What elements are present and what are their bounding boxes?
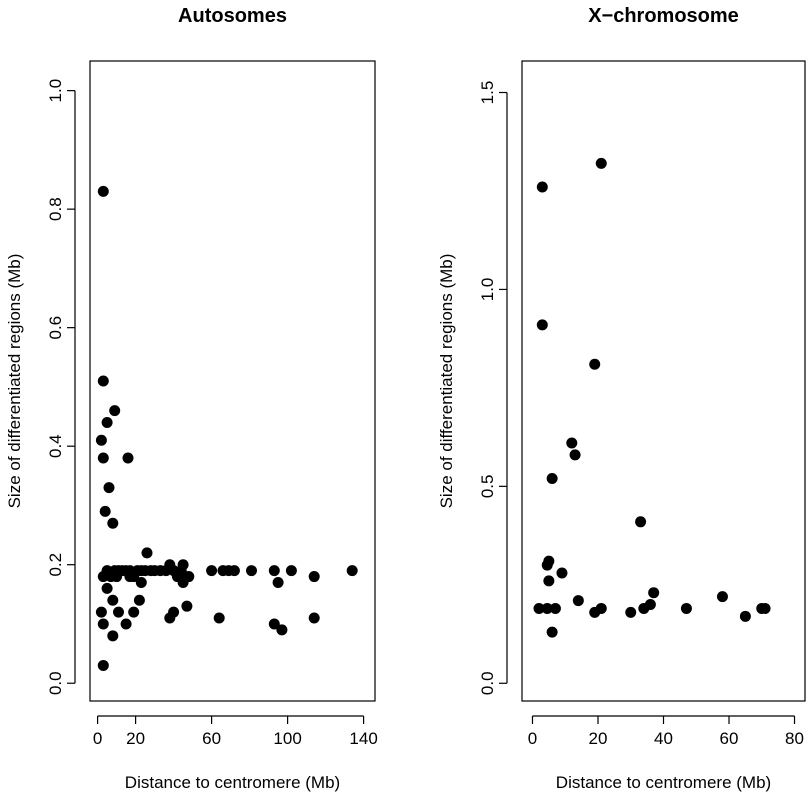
x-chromosome-data-point	[556, 567, 568, 579]
x-chromosome-x-tick-label: 60	[720, 729, 739, 748]
autosomes-y-tick-label: 1.0	[46, 79, 65, 103]
autosomes-data-point	[168, 606, 180, 618]
autosomes-data-point	[107, 630, 119, 642]
x-chromosome-y-tick-label: 1.5	[478, 81, 497, 105]
autosomes-data-point	[206, 565, 218, 577]
autosomes-data-point	[122, 452, 134, 464]
x-chromosome-data-point	[541, 559, 553, 571]
autosomes-data-point	[246, 565, 257, 577]
x-chromosome-x-tick-label: 0	[528, 729, 537, 748]
x-chromosome-data-point	[533, 602, 545, 614]
autosomes-data-point	[276, 624, 288, 636]
x-chromosome-data-point	[716, 591, 728, 603]
autosomes-data-point	[97, 452, 109, 464]
autosomes-data-point	[124, 571, 136, 583]
x-chromosome-data-point	[648, 587, 660, 599]
autosomes-data-point	[103, 482, 115, 494]
autosomes-y-tick-label: 0.4	[46, 434, 65, 458]
x-chromosome-data-point	[638, 602, 650, 614]
autosomes-panel: Autosomes 0 20 60 100 140 Distance to centrome…	[5, 5, 378, 792]
x-chromosome-data-point	[589, 358, 601, 370]
autosomes-y-tick-label: 0.2	[46, 553, 65, 577]
autosomes-data-point	[97, 659, 109, 671]
x-chromosome-title: X−chromosome	[588, 5, 739, 27]
autosomes-y-axis-label: Size of differentiated regions (Mb)	[5, 254, 24, 509]
autosomes-y-tick-label: 0.8	[46, 197, 65, 221]
autosomes-data-point	[113, 606, 124, 618]
x-chromosome-data-point	[536, 181, 548, 193]
autosomes-data-point	[97, 571, 109, 583]
autosomes-data-point	[268, 565, 280, 577]
x-chromosome-data-point	[739, 610, 751, 622]
autosomes-data-point	[285, 565, 297, 577]
autosomes-data-point	[181, 600, 193, 612]
autosomes-x-tick-label: 100	[273, 729, 301, 748]
x-chromosome-data-point	[546, 472, 558, 484]
autosomes-x-tick-label: 0	[93, 729, 102, 748]
autosomes-data-point	[95, 606, 107, 618]
autosomes-plot-frame	[89, 60, 376, 702]
x-chromosome-data-point	[546, 626, 558, 638]
x-chromosome-data-point	[566, 437, 578, 449]
autosomes-data-point	[107, 594, 119, 606]
x-chromosome-data-point	[680, 602, 692, 614]
x-chromosome-data-point	[625, 606, 637, 618]
autosomes-data-point	[141, 547, 153, 559]
x-chromosome-y-tick-label: 0.0	[478, 671, 497, 695]
autosomes-data-point	[177, 576, 189, 588]
x-chromosome-data-point	[549, 602, 561, 614]
autosomes-data-point	[120, 618, 132, 630]
x-chromosome-data-point	[569, 449, 581, 461]
autosomes-x-tick-label: 20	[126, 729, 145, 748]
x-chromosome-y-tick-label: 1.0	[478, 278, 497, 302]
autosomes-data-point	[135, 576, 147, 588]
autosomes-data-point	[268, 618, 280, 630]
autosomes-data-point	[99, 505, 111, 517]
autosomes-data-point	[308, 612, 320, 624]
x-chromosome-x-tick-label: 20	[589, 729, 608, 748]
autosomes-data-point	[308, 571, 320, 583]
autosomes-data-point	[128, 606, 140, 618]
autosomes-data-point	[213, 612, 225, 624]
autosomes-y-tick-label: 0.0	[46, 671, 65, 695]
autosomes-data-point	[101, 416, 113, 428]
x-chromosome-data-point	[595, 157, 607, 169]
autosomes-data-point	[101, 582, 113, 594]
autosomes-data-point	[177, 559, 189, 571]
autosomes-data-point	[346, 565, 358, 577]
x-chromosome-y-axis-label: Size of differentiated regions (Mb)	[437, 254, 456, 509]
x-chromosome-x-tick-label: 40	[654, 729, 673, 748]
x-chromosome-plot-frame	[521, 60, 806, 702]
autosomes-data-point	[107, 517, 119, 529]
autosomes-data-point	[272, 576, 284, 588]
autosomes-x-tick-label: 60	[202, 729, 221, 748]
x-chromosome-x-tick-label: 80	[785, 729, 804, 748]
x-chromosome-data-point	[635, 516, 647, 528]
autosomes-data-point	[133, 594, 145, 606]
x-chromosome-data-point	[572, 595, 584, 607]
x-chromosome-data-point	[536, 319, 548, 331]
autosomes-x-axis-label: Distance to centromere (Mb)	[125, 773, 340, 792]
autosomes-title: Autosomes	[178, 5, 287, 27]
x-chromosome-y-tick-label: 0.5	[478, 475, 497, 499]
autosomes-data-point	[97, 618, 109, 630]
x-chromosome-data-point	[543, 575, 555, 587]
x-chromosome-panel: X−chromosome 0 20 40 60 80 Distance to centrom…	[437, 5, 806, 792]
x-chromosome-data-point	[541, 602, 553, 614]
autosomes-data-point	[97, 185, 109, 197]
autosomes-x-tick-label: 140	[349, 729, 377, 748]
autosomes-y-tick-label: 0.6	[46, 316, 65, 340]
x-chromosome-data-point	[756, 602, 768, 614]
autosomes-data-point	[228, 565, 240, 577]
x-chromosome-x-axis-label: Distance to centromere (Mb)	[556, 773, 771, 792]
autosomes-data-point	[95, 434, 107, 446]
x-chromosome-data-point	[589, 606, 601, 618]
autosomes-data-point	[111, 571, 123, 583]
autosomes-data-point	[97, 375, 109, 387]
autosomes-data-point	[109, 405, 121, 417]
